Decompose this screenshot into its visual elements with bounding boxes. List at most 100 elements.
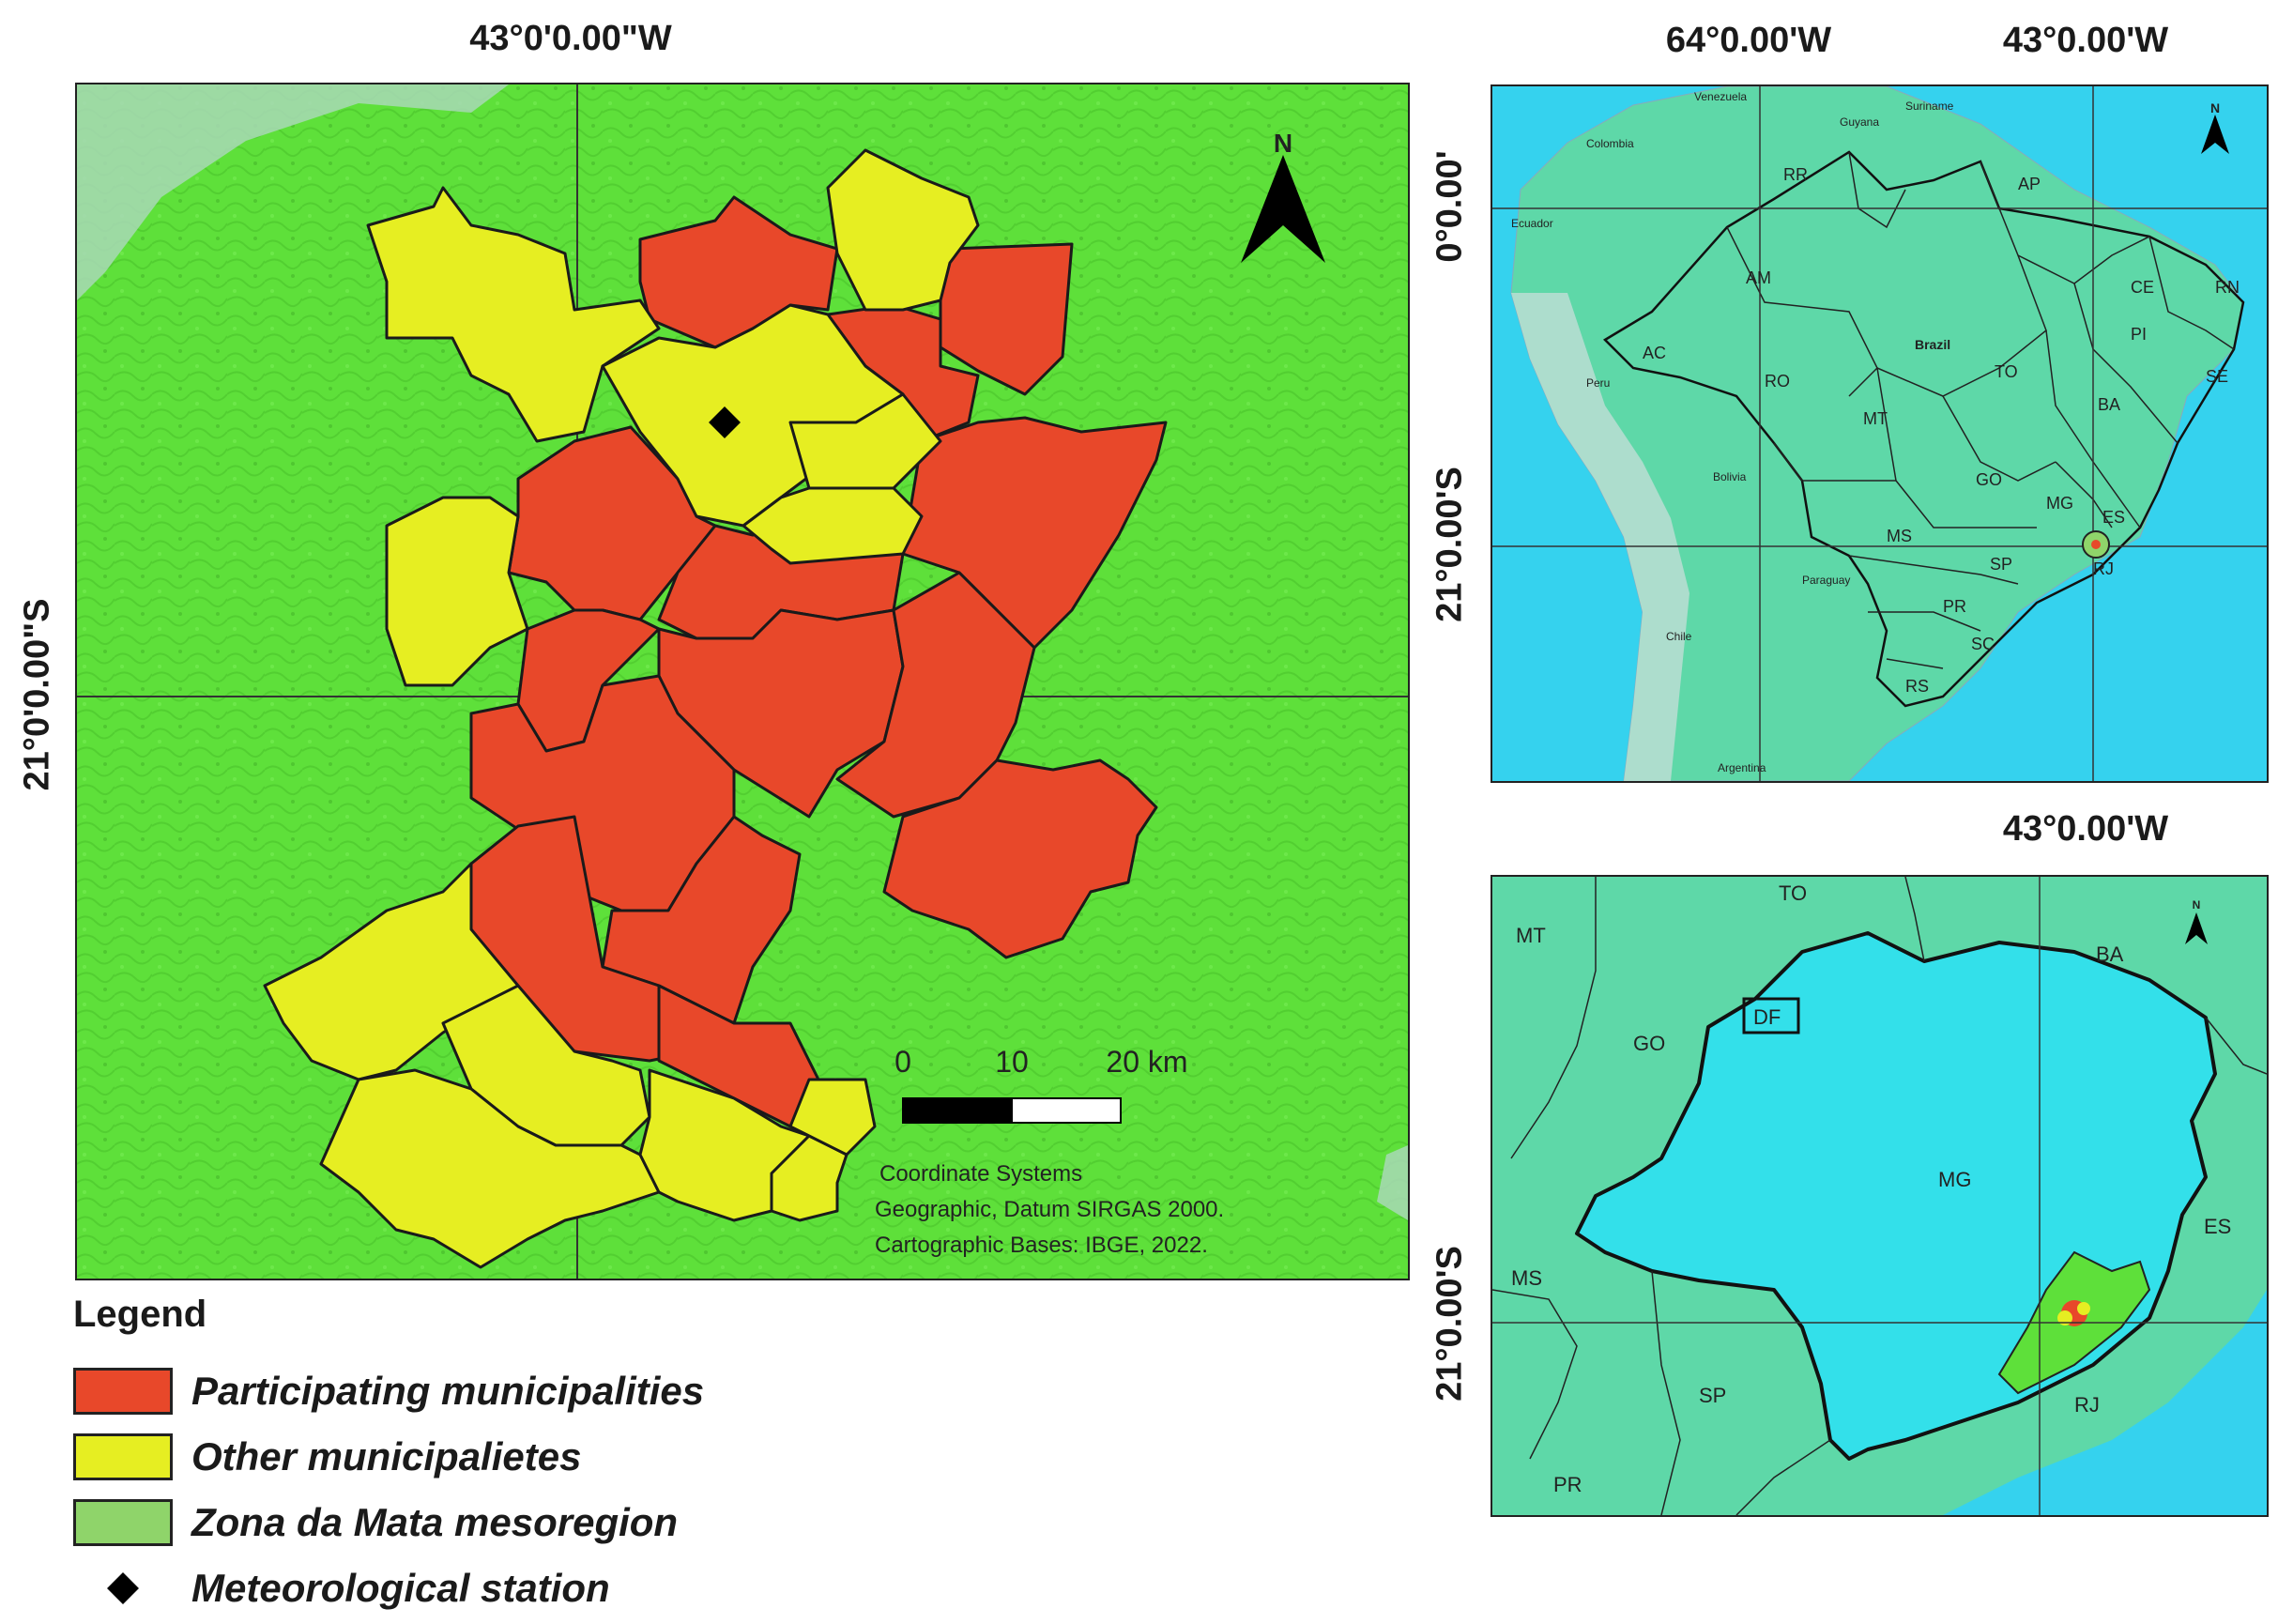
svg-text:AC: AC: [1643, 344, 1666, 362]
svg-text:Colombia: Colombia: [1586, 137, 1634, 150]
svg-text:ES: ES: [2102, 508, 2125, 527]
svg-text:SP: SP: [1990, 555, 2012, 574]
brazil-state-labels: RR AP AM AC RO MT TO GO MS MG SP PR SC R…: [1643, 165, 2240, 696]
legend-swatch-participating: [73, 1368, 173, 1415]
svg-text:GO: GO: [1976, 470, 2002, 489]
svg-text:Peru: Peru: [1586, 376, 1610, 390]
main-map-north-label: N: [1274, 129, 1292, 158]
svg-text:SE: SE: [2206, 367, 2228, 386]
svg-text:AM: AM: [1746, 268, 1771, 287]
legend-swatch-zona-da-mata: [73, 1499, 173, 1546]
legend-item-participating: Participating municipalities: [73, 1366, 704, 1417]
participating-municipality-4[interactable]: [507, 425, 717, 621]
mg-map: N TO MT BA DF GO MG ES MS SP RJ PR: [1491, 875, 2269, 1517]
mg-map-canvas: N TO MT BA DF GO MG ES MS SP RJ PR: [1492, 877, 2267, 1515]
other-municipality-12[interactable]: [788, 1078, 877, 1157]
main-map-canvas: N 0 10 20 km Coordinate Systems Geograph…: [77, 84, 1408, 1279]
svg-text:MT: MT: [1863, 409, 1888, 428]
svg-text:BA: BA: [2098, 395, 2120, 414]
mg-ocean: [1943, 1290, 2267, 1515]
mg-map-latitude: 21°0.00'S: [1429, 1246, 1470, 1402]
svg-text:TO: TO: [1779, 881, 1807, 905]
scale-label-end: 20 km: [1106, 1045, 1187, 1079]
svg-text:PI: PI: [2131, 325, 2147, 344]
svg-text:PR: PR: [1943, 597, 1966, 616]
mg-map-north-label: N: [2193, 898, 2201, 912]
brazil-map-canvas: N Venezuela Colombia Guyana Suriname Ecu…: [1492, 86, 2267, 781]
main-map-left-latitude: 21°0'0.00"S: [17, 598, 57, 791]
svg-text:Guyana: Guyana: [1840, 115, 1879, 129]
main-map-top-longitude: 43°0'0.00"W: [469, 19, 672, 58]
svg-text:RR: RR: [1783, 165, 1808, 184]
svg-text:Paraguay: Paraguay: [1802, 574, 1850, 587]
legend-symbol-station: [73, 1565, 173, 1612]
other-municipality-9[interactable]: [319, 1068, 661, 1269]
svg-text:CE: CE: [2131, 278, 2154, 297]
scale-label-zero: 0: [894, 1045, 911, 1079]
legend-title: Legend: [73, 1294, 207, 1335]
svg-text:GO: GO: [1633, 1032, 1665, 1055]
svg-text:RN: RN: [2215, 278, 2240, 297]
main-map-north-arrow: N: [1241, 129, 1325, 263]
andes-region: [1511, 293, 1689, 781]
other-municipality-5[interactable]: [741, 486, 924, 565]
brazil-map-longitude-2: 43°0.00'W: [2002, 21, 2169, 60]
svg-text:SC: SC: [1971, 635, 1995, 653]
brazil-border: [1602, 150, 2245, 708]
other-municipality-7[interactable]: [263, 862, 520, 1081]
svg-text:MG: MG: [2046, 494, 2073, 513]
brazil-map-north-arrow: N: [2201, 100, 2229, 154]
svg-text:Chile: Chile: [1666, 630, 1692, 643]
participating-municipality-5[interactable]: [901, 416, 1168, 650]
legend-swatch-other: [73, 1433, 173, 1480]
main-map: N 0 10 20 km Coordinate Systems Geograph…: [75, 83, 1410, 1280]
legend-label-station: Meteorological station: [191, 1566, 610, 1610]
mg-map-north-arrow: N: [2185, 898, 2208, 944]
brazil-map-latitude-1: 0°0.00': [1429, 150, 1470, 263]
mg-labels: TO MT BA DF GO MG ES MS SP RJ PR: [1511, 881, 2231, 1496]
brazil-map-north-label: N: [2210, 100, 2220, 115]
svg-text:MS: MS: [1511, 1266, 1542, 1290]
svg-text:ES: ES: [2204, 1215, 2231, 1238]
svg-text:BA: BA: [2096, 942, 2124, 966]
svg-text:DF: DF: [1753, 1005, 1781, 1029]
svg-text:Bolivia: Bolivia: [1713, 470, 1747, 483]
svg-text:RO: RO: [1765, 372, 1790, 391]
other-municipality-11[interactable]: [770, 1134, 849, 1222]
svg-text:MG: MG: [1938, 1168, 1971, 1191]
other-municipality-6[interactable]: [385, 496, 529, 687]
other-municipality-1[interactable]: [366, 186, 661, 443]
svg-text:RJ: RJ: [2093, 559, 2114, 578]
brazil-map: N Venezuela Colombia Guyana Suriname Ecu…: [1491, 84, 2269, 783]
svg-text:RJ: RJ: [2074, 1393, 2100, 1417]
brazil-country-labels: Venezuela Colombia Guyana Suriname Ecuad…: [1511, 90, 1954, 774]
meteorological-station-marker[interactable]: [709, 406, 741, 438]
other-municipality-2[interactable]: [826, 148, 980, 312]
svg-text:Argentina: Argentina: [1718, 761, 1766, 774]
participating-municipality-14[interactable]: [882, 758, 1158, 959]
svg-text:MT: MT: [1516, 924, 1546, 947]
credits-line-2: Geographic, Datum SIRGAS 2000.: [875, 1197, 1224, 1222]
outside-region-top-left: [77, 84, 509, 300]
mg-state-lines: [1492, 877, 2267, 1515]
legend-label-other: Other municipalietes: [191, 1434, 582, 1478]
map-credits: Coordinate Systems Geographic, Datum SIR…: [875, 1161, 1224, 1258]
outside-region-right: [1377, 1145, 1408, 1220]
df-box: [1742, 997, 1800, 1034]
brazil-map-latitude-2: 21°0.00'S: [1429, 467, 1470, 622]
legend-label-zona-da-mata: Zona da Mata mesoregion: [191, 1500, 679, 1544]
svg-text:Brazil: Brazil: [1915, 337, 1950, 352]
svg-text:SP: SP: [1699, 1384, 1726, 1407]
other-municipality-10[interactable]: [638, 1068, 811, 1222]
brazil-map-longitude-1: 64°0.00'W: [1665, 21, 1832, 60]
svg-text:PR: PR: [1553, 1473, 1582, 1496]
mg-map-longitude: 43°0.00'W: [2002, 809, 2169, 849]
svg-text:AP: AP: [2018, 175, 2041, 193]
svg-text:Suriname: Suriname: [1905, 100, 1954, 113]
svg-text:Ecuador: Ecuador: [1511, 217, 1553, 230]
legend-item-other: Other municipalietes: [73, 1432, 581, 1482]
credits-line-1: Coordinate Systems: [879, 1161, 1082, 1187]
credits-line-3: Cartographic Bases: IBGE, 2022.: [875, 1233, 1208, 1258]
scale-bar: 0 10 20 km: [894, 1045, 1188, 1124]
svg-text:TO: TO: [1995, 362, 2018, 381]
